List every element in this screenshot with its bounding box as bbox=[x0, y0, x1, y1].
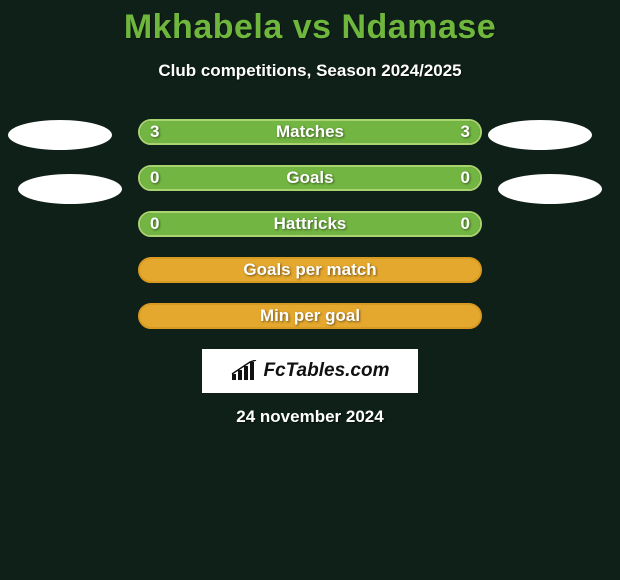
avatar-ellipse bbox=[18, 174, 122, 204]
stat-left-value: 3 bbox=[150, 119, 159, 145]
bars-icon bbox=[230, 360, 258, 382]
snapshot-date: 24 november 2024 bbox=[0, 407, 620, 427]
stat-label: Matches bbox=[138, 119, 482, 145]
stat-right-value: 0 bbox=[461, 211, 470, 237]
avatar-ellipse bbox=[498, 174, 602, 204]
avatar-ellipse bbox=[488, 120, 592, 150]
stat-label: Goals bbox=[138, 165, 482, 191]
source-logo-text: FcTables.com bbox=[263, 360, 389, 382]
stats-rows: Matches33Goals00Hattricks00Goals per mat… bbox=[0, 119, 620, 329]
source-logo: FcTables.com bbox=[202, 349, 418, 393]
stat-label: Hattricks bbox=[138, 211, 482, 237]
stat-row: Hattricks0 0 bbox=[0, 211, 620, 237]
stat-right-value: 0 bbox=[461, 165, 470, 191]
stat-label: Goals per match bbox=[138, 257, 482, 283]
stat-right-value: 3 bbox=[461, 119, 470, 145]
comparison-title: Mkhabela vs Ndamase bbox=[0, 0, 620, 47]
comparison-subtitle: Club competitions, Season 2024/2025 bbox=[0, 61, 620, 81]
stat-row: Min per goal bbox=[0, 303, 620, 329]
stat-left-value: 0 bbox=[150, 211, 159, 237]
stat-row: Goals per match bbox=[0, 257, 620, 283]
stat-label: Min per goal bbox=[138, 303, 482, 329]
avatar-ellipse bbox=[8, 120, 112, 150]
stat-left-value: 0 bbox=[150, 165, 159, 191]
